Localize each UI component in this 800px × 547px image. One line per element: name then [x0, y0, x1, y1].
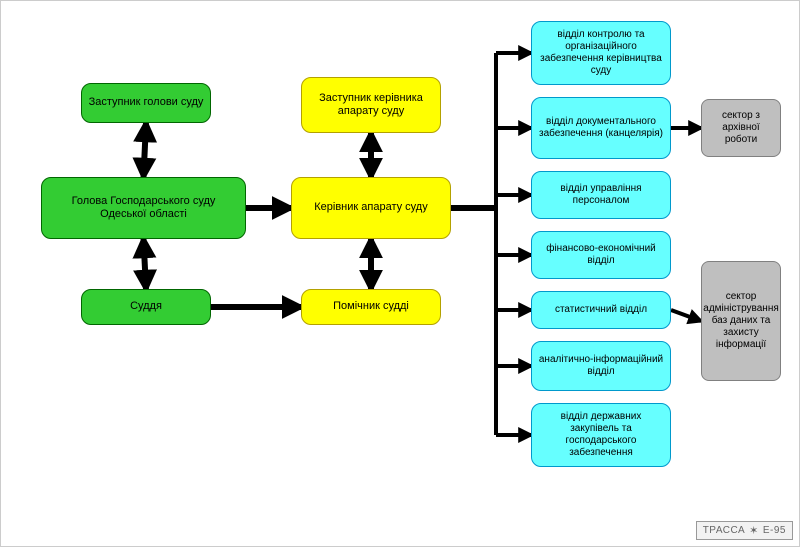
node-label: Суддя [130, 300, 162, 313]
node-label: Заступник голови суду [89, 96, 204, 109]
node-dept_personnel: відділ управління персоналом [531, 171, 671, 219]
node-judge: Суддя [81, 289, 211, 325]
node-label: сектор з архівної роботи [708, 110, 774, 146]
node-label: відділ державних закупівель та господарс… [538, 411, 664, 459]
node-label: статистичний відділ [555, 304, 647, 316]
node-apparatus_head: Керівник апарату суду [291, 177, 451, 239]
node-assistant: Помічник судді [301, 289, 441, 325]
node-label: відділ управління персоналом [538, 183, 664, 207]
watermark-suffix: Е-95 [763, 525, 786, 536]
watermark-icon: ✶ [749, 524, 759, 537]
node-dept_docs: відділ документального забезпечення (кан… [531, 97, 671, 159]
node-label: Керівник апарату суду [314, 201, 427, 214]
node-sector_db: сектор адміністрування баз даних та захи… [701, 261, 781, 381]
node-dept_finance: фінансово-економічний відділ [531, 231, 671, 279]
node-label: Заступник керівника апарату суду [308, 92, 434, 118]
node-label: відділ контролю та організаційного забез… [538, 29, 664, 77]
watermark-text: ТРАССА [703, 525, 745, 536]
node-dept_analytics: аналітично-інформаційний відділ [531, 341, 671, 391]
node-dept_stats: статистичний відділ [531, 291, 671, 329]
node-label: Голова Господарського суду Одеської обла… [48, 195, 239, 221]
node-deputy_head: Заступник голови суду [81, 83, 211, 123]
node-sector_archive: сектор з архівної роботи [701, 99, 781, 157]
node-head: Голова Господарського суду Одеської обла… [41, 177, 246, 239]
watermark: ТРАССА ✶ Е-95 [696, 521, 793, 540]
node-label: фінансово-економічний відділ [538, 243, 664, 267]
node-label: відділ документального забезпечення (кан… [538, 116, 664, 140]
node-label: сектор адміністрування баз даних та захи… [703, 291, 778, 351]
node-dept_procurement: відділ державних закупівель та господарс… [531, 403, 671, 467]
node-label: аналітично-інформаційний відділ [538, 354, 664, 378]
node-dept_control: відділ контролю та організаційного забез… [531, 21, 671, 85]
node-deputy_apparatus: Заступник керівника апарату суду [301, 77, 441, 133]
node-label: Помічник судді [333, 300, 409, 313]
